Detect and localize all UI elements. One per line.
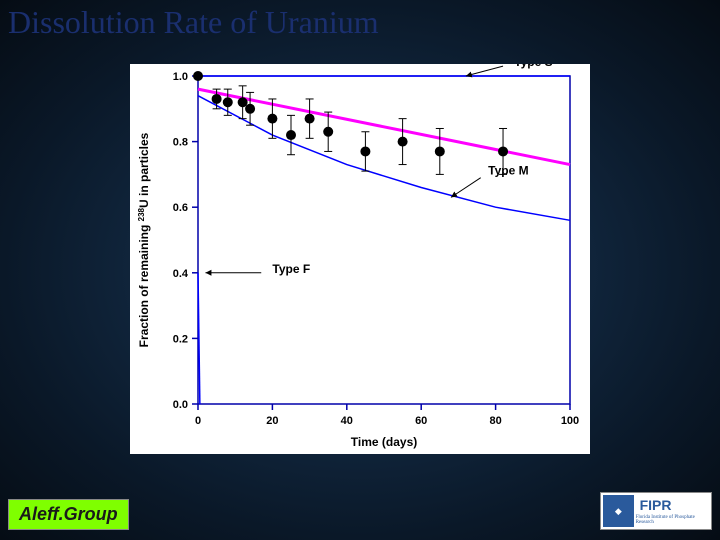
- svg-text:0.4: 0.4: [173, 268, 189, 280]
- svg-text:Fraction of remaining 238U in: Fraction of remaining 238U in particles: [137, 132, 152, 347]
- chart-container: 0 20 40 60 80 100 0.0 0.2 0.4 0.6 0.8 1.0 Time (days…: [130, 64, 590, 454]
- svg-text:1.0: 1.0: [173, 71, 188, 83]
- footer-logo-aleffgroup: Aleff.Group: [8, 499, 129, 530]
- svg-text:0.2: 0.2: [173, 333, 188, 345]
- svg-text:Type M: Type M: [488, 163, 528, 177]
- svg-text:0.6: 0.6: [173, 202, 188, 214]
- svg-text:20: 20: [266, 415, 278, 427]
- fipr-label: FIPR: [640, 497, 672, 513]
- svg-text:Time (days): Time (days): [351, 435, 417, 449]
- svg-text:Type S: Type S: [514, 64, 552, 69]
- fipr-icon: ◆: [603, 495, 634, 527]
- svg-text:0.8: 0.8: [173, 137, 188, 149]
- slide: Dissolution Rate of Uranium 0 20 40 60 80 100…: [0, 0, 720, 540]
- svg-text:80: 80: [489, 415, 501, 427]
- svg-text:100: 100: [561, 415, 579, 427]
- svg-text:0: 0: [195, 415, 201, 427]
- dissolution-chart: 0 20 40 60 80 100 0.0 0.2 0.4 0.6 0.8 1.0 Time (days…: [130, 64, 590, 454]
- slide-title: Dissolution Rate of Uranium: [8, 4, 379, 41]
- footer-logo-fipr: ◆ FIPR Florida Institute of Phosphate Re…: [600, 492, 712, 530]
- fipr-sublabel: Florida Institute of Phosphate Research: [636, 515, 711, 525]
- svg-text:60: 60: [415, 415, 427, 427]
- svg-text:0.0: 0.0: [173, 399, 188, 411]
- svg-text:Type F: Type F: [272, 262, 310, 276]
- svg-text:40: 40: [341, 415, 353, 427]
